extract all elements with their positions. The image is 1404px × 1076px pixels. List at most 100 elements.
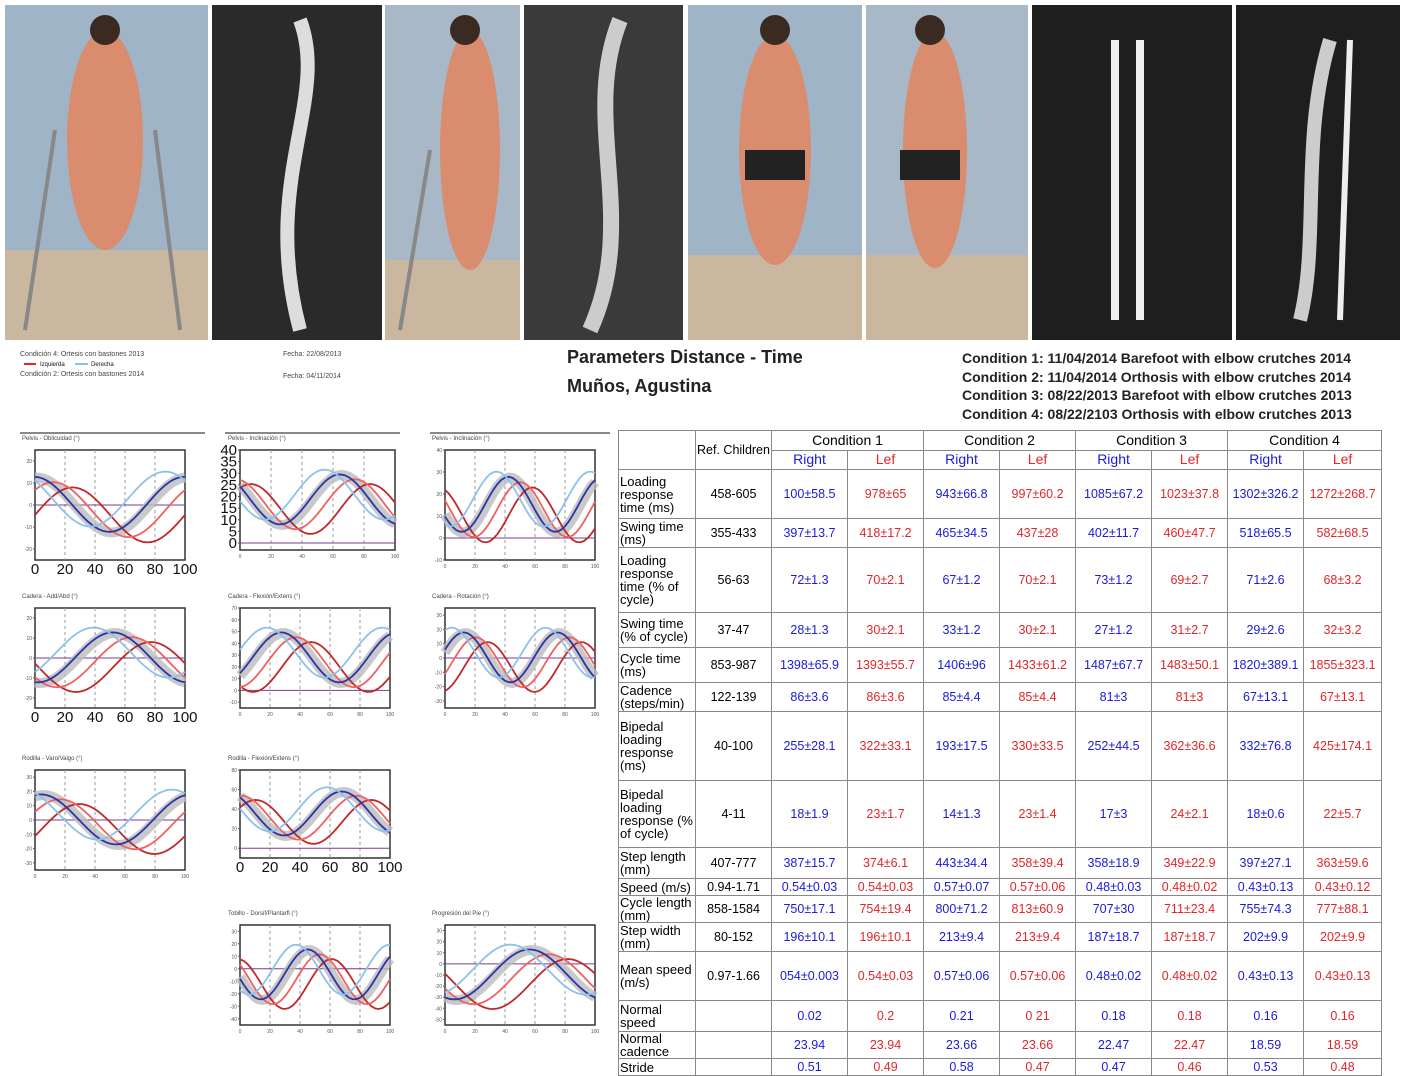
condition-line: Condition 4: 08/22/2103 Orthosis with el… (962, 405, 1352, 424)
data-row: Cycle time (ms)853-9871398±65.91393±55.7… (619, 648, 1382, 683)
x-tick-label: 0 (239, 712, 242, 718)
legend-text: Condición 4: Ortesis con bastones 2013 (20, 351, 144, 358)
x-tick-label: 20 (267, 1029, 273, 1035)
data-row: Stride0.510.490.580.470.470.460.530.48 (619, 1059, 1382, 1076)
value-cell: 332±76.8 (1228, 712, 1304, 781)
x-tick-label: 20 (262, 859, 279, 876)
value-cell: 30±2.1 (848, 613, 924, 648)
value-cell: 68±3.2 (1304, 548, 1382, 613)
chart-title: Tobillo - Dorsif/Plantarfl (°) (228, 911, 298, 917)
value-cell: 0.54±0.03 (772, 879, 848, 896)
y-tick-label: 30 (231, 929, 237, 935)
condition-line: Condition 2: 11/04/2014 Orthosis with el… (962, 368, 1352, 387)
value-cell: 1023±37.8 (1152, 470, 1228, 519)
ref-range: 37-47 (696, 613, 772, 648)
x-tick-label: 20 (57, 561, 74, 578)
y-tick-label: 80 (231, 768, 237, 774)
value-cell: 0.57±0.07 (924, 879, 1000, 896)
value-cell: 18.59 (1304, 1032, 1382, 1059)
x-tick-label: 20 (472, 1029, 478, 1035)
x-tick-label: 20 (267, 712, 273, 718)
value-cell: 387±15.7 (772, 848, 848, 879)
data-row: Bipedal loading response (ms)40-100255±2… (619, 712, 1382, 781)
row-label: Bipedal loading response (% of cycle) (619, 781, 696, 848)
y-tick-label: 10 (231, 954, 237, 960)
value-cell: 1406±96 (924, 648, 1000, 683)
row-label: Speed (m/s) (619, 879, 696, 896)
value-cell: 23.66 (1000, 1032, 1076, 1059)
row-label: Step length (mm) (619, 848, 696, 879)
x-tick-label: 80 (352, 859, 369, 876)
row-label: Normal cadence (619, 1032, 696, 1059)
x-tick-label: 100 (591, 1029, 600, 1035)
x-tick-label: 100 (386, 1029, 395, 1035)
page: {"header":{"title":"Parameters Distance … (0, 0, 1404, 1068)
ref-range: 0.94-1.71 (696, 879, 772, 896)
x-tick-label: 80 (562, 564, 568, 570)
value-cell: 67±1.2 (924, 548, 1000, 613)
y-tick-label: 0 (439, 536, 442, 542)
data-row: Bipedal loading response (% of cycle)4-1… (619, 781, 1382, 848)
value-cell: 17±3 (1076, 781, 1152, 848)
ref-range: 122-139 (696, 683, 772, 712)
data-row: Swing time (% of cycle)37-4728±1.330±2.1… (619, 613, 1382, 648)
side-header: Right (1076, 450, 1152, 470)
value-cell: 750±17.1 (772, 896, 848, 923)
condition-line: Condition 3: 08/22/2013 Barefoot with el… (962, 386, 1352, 405)
value-cell: 0.54±0.03 (848, 879, 924, 896)
value-cell: 18.59 (1228, 1032, 1304, 1059)
x-tick-label: 60 (322, 859, 339, 876)
value-cell: 711±23.4 (1152, 896, 1228, 923)
value-cell: 23±1.4 (1000, 781, 1076, 848)
data-row: Mean speed (m/s)0.97-1.66054±0.0030.54±0… (619, 952, 1382, 1001)
value-cell: 0.53 (1228, 1059, 1304, 1076)
value-cell: 33±1.2 (924, 613, 1000, 648)
condition-header: Condition 4 (1228, 431, 1382, 451)
legend-text: Fecha: 04/11/2014 (283, 373, 341, 380)
side-header: Right (1228, 450, 1304, 470)
x-tick-label: 40 (87, 709, 104, 726)
y-tick-label: 0 (234, 967, 237, 973)
value-cell: 22.47 (1152, 1032, 1228, 1059)
y-tick-label: 20 (231, 665, 237, 671)
y-tick-label: -10 (230, 700, 237, 706)
xray (212, 5, 382, 340)
y-tick-label: -20 (25, 696, 32, 702)
value-cell: 358±18.9 (1076, 848, 1152, 879)
x-tick-label: 60 (117, 709, 134, 726)
corner (619, 431, 696, 470)
x-tick-label: 20 (268, 554, 274, 560)
y-tick-label: 20 (436, 940, 442, 946)
value-cell: 213±9.4 (924, 923, 1000, 952)
value-cell: 0.58 (924, 1059, 1000, 1076)
x-tick-label: 40 (502, 1029, 508, 1035)
value-cell: 0.57±0.06 (1000, 952, 1076, 1001)
data-row: Step length (mm)407-777387±15.7374±6.144… (619, 848, 1382, 879)
photo-strip (0, 0, 1404, 342)
x-tick-label: 60 (327, 1029, 333, 1035)
y-tick-label: -20 (25, 847, 32, 853)
value-cell: 322±33.1 (848, 712, 924, 781)
x-tick-label: 60 (122, 874, 128, 880)
value-cell: 23.94 (772, 1032, 848, 1059)
value-cell: 0.18 (1076, 1001, 1152, 1032)
ref-range: 458-605 (696, 470, 772, 519)
x-tick-label: 60 (117, 561, 134, 578)
value-cell: 0 21 (1000, 1001, 1076, 1032)
value-cell: 0.47 (1000, 1059, 1076, 1076)
value-cell: 86±3.6 (848, 683, 924, 712)
y-tick-label: 10 (231, 677, 237, 683)
legend-text: Derecha (91, 362, 114, 368)
value-cell: 0.51 (772, 1059, 848, 1076)
y-tick-label: -30 (435, 699, 442, 705)
y-tick-label: 0 (234, 688, 237, 694)
y-tick-label: 30 (231, 653, 237, 659)
row-label: Loading response time (% of cycle) (619, 548, 696, 613)
x-tick-label: 20 (62, 874, 68, 880)
value-cell: 425±174.1 (1304, 712, 1382, 781)
ref-range (696, 1001, 772, 1032)
y-tick-label: -10 (230, 979, 237, 985)
x-tick-label: 60 (327, 712, 333, 718)
value-cell: 18±1.9 (772, 781, 848, 848)
